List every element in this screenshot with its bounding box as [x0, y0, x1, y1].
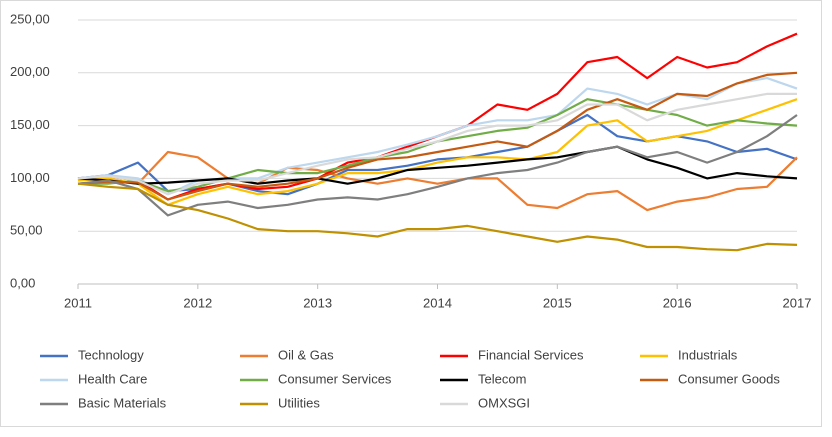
legend-label: Industrials: [678, 347, 738, 362]
x-tick-label: 2013: [303, 295, 332, 310]
x-tick-label: 2012: [183, 295, 212, 310]
legend-label: Utilities: [278, 395, 320, 410]
y-tick-label: 250,00: [10, 11, 50, 26]
chart-border: [0, 0, 822, 427]
legend-label: Consumer Services: [278, 371, 392, 386]
y-tick-label: 100,00: [10, 170, 50, 185]
legend-label: Health Care: [78, 371, 147, 386]
series-line: [77, 92, 797, 196]
series-line: [77, 150, 798, 212]
y-tick-label: 50,00: [10, 223, 43, 238]
legend-label: Technology: [78, 347, 144, 362]
legend-label: Basic Materials: [78, 395, 167, 410]
y-tick-label: 200,00: [10, 64, 50, 79]
x-tick-label: 2011: [64, 295, 92, 310]
x-tick-label: 2016: [663, 295, 692, 310]
legend-label: Oil & Gas: [278, 347, 334, 362]
x-tick-label: 2015: [543, 295, 572, 310]
series-line: [77, 182, 798, 252]
series-line: [77, 114, 798, 217]
legend-label: Financial Services: [478, 347, 584, 362]
legend-label: Telecom: [478, 371, 526, 386]
series-line: [77, 145, 798, 185]
x-tick-label: 2014: [423, 295, 452, 310]
x-tick-label: 2017: [783, 295, 812, 310]
legend-label: OMXSGI: [478, 395, 530, 410]
y-tick-label: 0,00: [10, 275, 35, 290]
series-line: [77, 71, 798, 201]
series-line: [77, 98, 798, 206]
legend-label: Consumer Goods: [678, 371, 780, 386]
y-tick-label: 150,00: [10, 117, 50, 132]
